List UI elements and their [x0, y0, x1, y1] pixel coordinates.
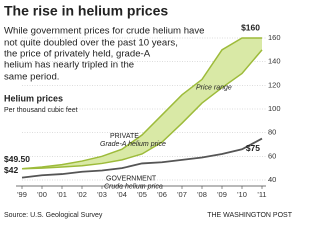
x-tick-label: '04: [117, 190, 127, 199]
x-tick-label: '00: [37, 190, 47, 199]
y-tick-label: 40: [268, 175, 276, 184]
chart: The rise in helium prices While governme…: [4, 3, 293, 219]
x-tick-label: '06: [157, 190, 167, 199]
description: helium has nearly tripled in the: [4, 60, 134, 71]
x-tick-label: '11: [257, 190, 266, 199]
description: not quite doubled over the past 10 years…: [4, 38, 178, 49]
range-low: [21, 49, 263, 170]
description: the price of privately held, grade-A: [4, 49, 151, 60]
x-tick-label: '01: [57, 190, 67, 199]
price-range: [22, 38, 262, 169]
chart-title: The rise in helium prices: [4, 3, 168, 19]
series-name: GOVERNMENT: [106, 175, 157, 182]
y-tick-label: 140: [268, 57, 281, 66]
x-tick-label: '02: [77, 190, 87, 199]
y-label: Helium prices: [4, 93, 63, 103]
line: [21, 137, 263, 179]
x-tick-label: '05: [137, 190, 147, 199]
x-tick-label: '08: [197, 190, 207, 199]
x-tick-label: '07: [177, 190, 187, 199]
x-tick-label: '03: [97, 190, 107, 199]
annotation: Price range: [196, 84, 232, 91]
x-tick-label: '99: [17, 190, 27, 199]
value-label: $160: [241, 22, 260, 32]
y-tick-label: 100: [268, 104, 281, 113]
x-tick-label: '09: [217, 190, 227, 199]
y-tick-label: 160: [268, 33, 281, 42]
value-label: $49.50: [4, 154, 30, 164]
series-name: PRIVATE: [110, 133, 139, 140]
range-high: [21, 37, 262, 170]
source: Source: U.S. Geological Survey: [4, 212, 103, 219]
credit: THE WASHINGTON POST: [207, 212, 293, 219]
series-subtitle: Grade-A helium price: [100, 141, 166, 148]
y-tick-label: 80: [268, 128, 276, 137]
description: While government prices for crude helium…: [4, 26, 205, 37]
x-tick-label: '10: [237, 190, 247, 199]
value-label: $75: [246, 143, 260, 153]
y-sublabel: Per thousand cubic feet: [4, 107, 78, 114]
description: same period.: [4, 72, 59, 83]
series-subtitle: Crude helium price: [104, 183, 163, 190]
y-tick-label: 120: [268, 80, 281, 89]
y-tick-label: 60: [268, 151, 276, 160]
value-label: $42: [4, 165, 18, 175]
